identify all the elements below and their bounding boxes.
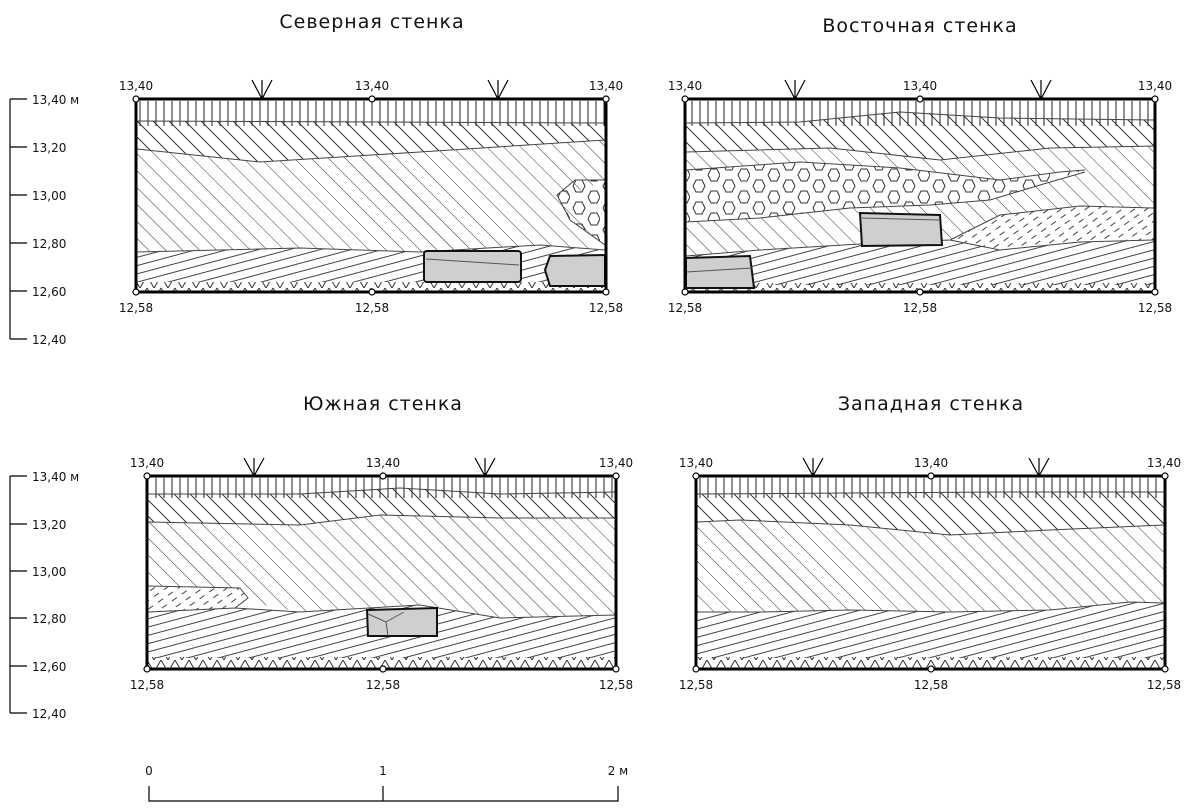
elev-upper-tick-0: 13,40 м — [32, 93, 79, 107]
north-layer-back-hatch — [137, 121, 605, 162]
west-marker-arrow-2 — [1028, 457, 1050, 478]
linear-scale-bar: 0 1 2 м — [145, 764, 629, 802]
south-bottom-label-left: 12,58 — [130, 678, 164, 692]
north-stone-1 — [423, 250, 522, 283]
east-top-label-mid: 13,40 — [903, 79, 937, 93]
north-layer-base — [137, 282, 605, 292]
north-wall-title: Северная стенка — [279, 11, 464, 33]
east-bottom-label-right: 12,58 — [1138, 301, 1172, 315]
elev-lower-tick-1: 13,20 — [32, 518, 66, 532]
east-top-label-left: 13,40 — [668, 79, 702, 93]
south-wall-section: Южная стенка 13,40 13,40 13,40 12,58 12,… — [130, 393, 633, 692]
east-marker-arrow-2 — [1030, 79, 1052, 101]
west-wall-section: Западная стенка 13,40 13,40 13,40 12,58 … — [679, 393, 1181, 692]
west-top-label-left: 13,40 — [679, 456, 713, 470]
south-layer-turf — [148, 478, 615, 498]
elev-upper-tick-4: 12,60 — [32, 285, 66, 299]
elev-upper-tick-5: 12,40 — [32, 333, 66, 347]
east-layer-gravel — [686, 162, 1085, 222]
south-top-label-left: 13,40 — [130, 456, 164, 470]
south-bottom-label-right: 12,58 — [599, 678, 633, 692]
west-top-label-right: 13,40 — [1147, 456, 1181, 470]
east-wall-section: Восточная стенка 13,40 13,40 13,40 12,58… — [668, 15, 1172, 315]
west-bottom-label-mid: 12,58 — [914, 678, 948, 692]
north-marker-arrow-2 — [487, 79, 509, 101]
east-marker-arrow-1 — [784, 79, 806, 101]
scale-label-1: 1 — [379, 764, 387, 778]
east-layer-fwd-hatch-upper — [686, 146, 1154, 180]
east-wall-title: Восточная стенка — [822, 15, 1017, 37]
elev-lower-tick-5: 12,40 — [32, 707, 66, 721]
west-layer-bottom-fill — [697, 602, 1164, 658]
west-wall-title: Западная стенка — [838, 393, 1024, 415]
east-layer-back-hatch — [686, 112, 1154, 160]
south-layer-back-hatch — [148, 488, 615, 525]
elevation-scale-lower: 13,40 м 13,20 13,00 12,80 12,60 12,40 — [9, 470, 79, 721]
west-marker-arrow-1 — [802, 457, 824, 478]
elev-lower-tick-0: 13,40 м — [32, 470, 79, 484]
south-top-label-right: 13,40 — [599, 456, 633, 470]
elev-lower-tick-4: 12,60 — [32, 660, 66, 674]
east-layer-dash-lens — [950, 206, 1154, 250]
east-stone-2 — [685, 254, 756, 289]
north-layer-gravel — [557, 180, 605, 245]
west-bottom-label-right: 12,58 — [1147, 678, 1181, 692]
east-bottom-label-mid: 12,58 — [903, 301, 937, 315]
scale-label-0: 0 — [145, 764, 153, 778]
elev-lower-tick-3: 12,80 — [32, 612, 66, 626]
south-marker-arrow-2 — [474, 457, 496, 478]
north-bottom-label-mid: 12,58 — [355, 301, 389, 315]
west-top-label-mid: 13,40 — [914, 456, 948, 470]
north-top-label-left: 13,40 — [119, 79, 153, 93]
north-stone-2 — [543, 253, 606, 287]
north-bottom-label-right: 12,58 — [589, 301, 623, 315]
north-top-label-mid: 13,40 — [355, 79, 389, 93]
scale-label-2: 2 м — [608, 764, 629, 778]
south-layer-base — [148, 657, 615, 668]
west-bottom-label-left: 12,58 — [679, 678, 713, 692]
west-layer-back-hatch — [697, 492, 1164, 535]
north-top-label-right: 13,40 — [589, 79, 623, 93]
east-layer-bottom-fill — [686, 240, 1154, 285]
south-layer-fwd-hatch — [148, 515, 615, 618]
west-layer-base — [697, 657, 1164, 668]
north-marker-arrow-1 — [251, 79, 273, 101]
west-layer-fwd-hatch — [697, 520, 1164, 612]
south-marker-arrow-1 — [243, 457, 265, 478]
east-stone-1 — [858, 211, 944, 248]
elev-upper-tick-3: 12,80 — [32, 237, 66, 251]
east-bottom-label-left: 12,58 — [668, 301, 702, 315]
connection-dots — [132, 95, 1169, 673]
south-stone-1 — [365, 606, 438, 637]
north-bottom-label-left: 12,58 — [119, 301, 153, 315]
south-layer-dash-lens — [148, 586, 248, 612]
east-top-label-right: 13,40 — [1138, 79, 1172, 93]
north-layer-fwd-hatch — [137, 140, 605, 252]
south-bottom-label-mid: 12,58 — [366, 678, 400, 692]
north-wall-section: Северная стенка 13,40 13,40 13,40 12,58 … — [119, 11, 623, 315]
east-layer-base — [686, 283, 1154, 292]
south-wall-title: Южная стенка — [303, 393, 463, 415]
south-top-label-mid: 13,40 — [366, 456, 400, 470]
elevation-scale-upper: 13,40 м 13,20 13,00 12,80 12,60 12,40 — [9, 93, 79, 347]
elev-upper-tick-2: 13,00 — [32, 189, 66, 203]
elev-upper-tick-1: 13,20 — [32, 141, 66, 155]
east-layer-fwd-hatch-lower — [686, 168, 1154, 256]
elev-lower-tick-2: 13,00 — [32, 565, 66, 579]
